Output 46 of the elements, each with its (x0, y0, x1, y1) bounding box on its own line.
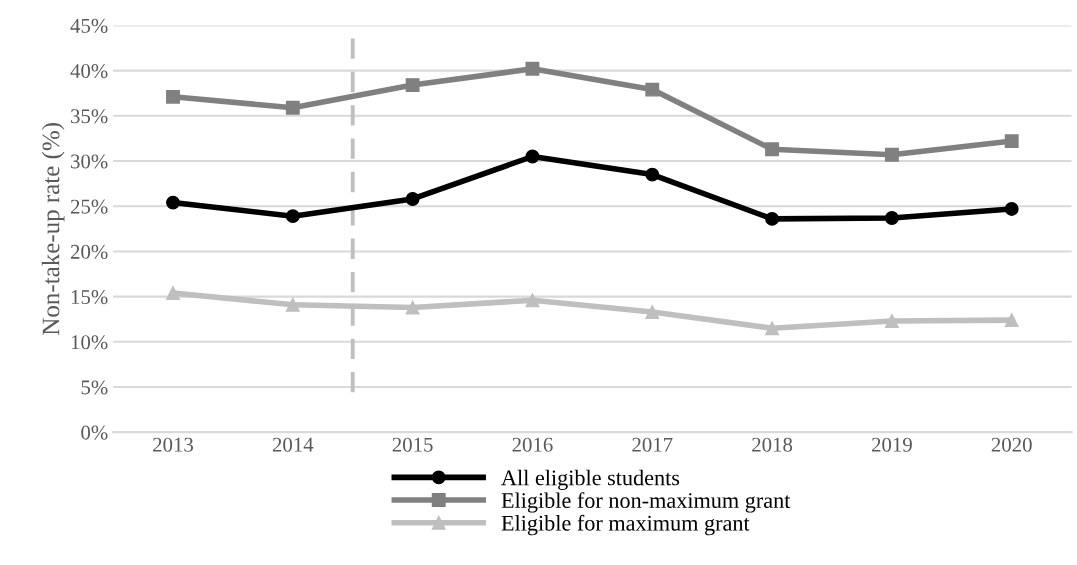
point (285, 209, 300, 224)
x-tick-label: 2015 (392, 437, 433, 452)
x-tick-label: 2020 (991, 437, 1032, 452)
point (645, 82, 660, 97)
x-tick-label: 2016 (512, 437, 553, 452)
x-tick-label: 2019 (871, 437, 912, 452)
legend-label: Eligible for non-maximum grant (501, 492, 791, 513)
point (405, 192, 420, 206)
legend-label: All eligible students (501, 469, 680, 490)
y-tick-label: 40% (70, 64, 108, 79)
legend-label: Eligible for maximum grant (501, 514, 750, 536)
point (285, 297, 300, 312)
x-tick-label: 2013 (153, 437, 194, 452)
x-tick-label: 2018 (752, 437, 793, 452)
y-tick-label: 35% (71, 109, 108, 124)
point (884, 211, 899, 225)
point (765, 142, 780, 157)
x-tick-label: 2014 (272, 437, 314, 452)
point (884, 314, 899, 328)
point (1004, 313, 1019, 328)
point (645, 167, 660, 182)
point (285, 100, 300, 115)
point (765, 211, 780, 226)
point (166, 195, 180, 210)
point (645, 305, 660, 319)
point (166, 89, 180, 104)
point (884, 147, 899, 162)
y-tick-label: 25% (70, 199, 108, 214)
point (166, 286, 180, 300)
point (525, 149, 540, 164)
y-tick-label: 30% (71, 154, 108, 169)
y-tick-label: 20% (70, 244, 108, 259)
point (1004, 201, 1019, 216)
point (525, 61, 540, 76)
x-tick-label: 2017 (632, 437, 673, 452)
point (1004, 134, 1019, 149)
y-tick-label: 45% (70, 18, 108, 33)
point (405, 78, 420, 93)
point (765, 321, 780, 336)
point (525, 293, 540, 308)
y-tick-label: 5% (81, 380, 108, 395)
y-tick-label: 15% (71, 290, 108, 305)
y-axis-title: Non-take-up rate (%) (41, 123, 65, 335)
y-tick-label: 0% (81, 425, 108, 440)
point (405, 300, 420, 315)
y-tick-label: 10% (71, 335, 108, 350)
